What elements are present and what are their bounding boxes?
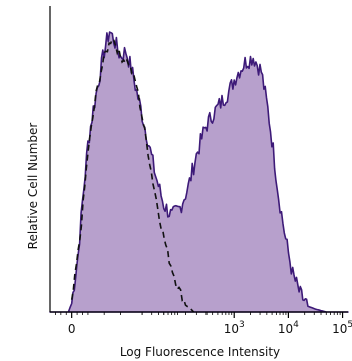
y-axis-title: Relative Cell Number xyxy=(26,123,40,250)
histogram-control-series xyxy=(70,37,195,313)
axes: 0 103 104 105 xyxy=(49,6,352,336)
x-axis-title: Log Fluorescence Intensity xyxy=(120,345,280,359)
plot-area xyxy=(49,31,349,313)
x-tick-label: 104 xyxy=(278,320,299,336)
histogram-stained-series xyxy=(49,31,349,313)
x-tick-exponent: 3 xyxy=(239,320,245,330)
x-tick-label: 105 xyxy=(332,320,352,336)
x-tick-label: 0 xyxy=(68,322,76,336)
x-tick-exponent: 5 xyxy=(347,320,352,330)
x-tick-label: 103 xyxy=(224,320,245,336)
x-tick-exponent: 4 xyxy=(293,320,299,330)
